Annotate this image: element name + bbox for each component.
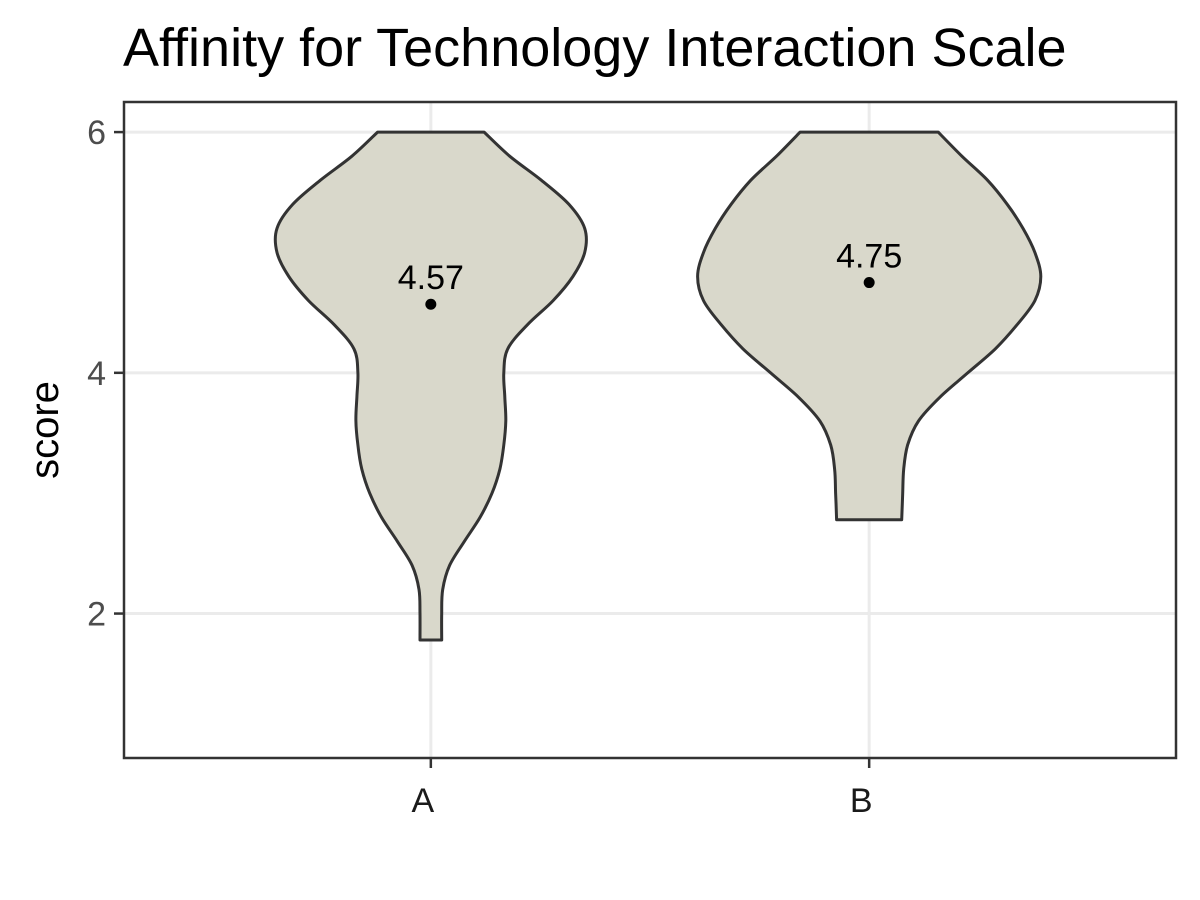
y-tick-label: 4 (87, 355, 106, 393)
y-axis-label: score (23, 381, 67, 479)
violins (273, 130, 1043, 642)
mean-point-b (863, 277, 875, 289)
chart-title: Affinity for Technology Interaction Scal… (123, 18, 1067, 78)
mean-label-a: 4.57 (398, 259, 464, 297)
x-tick-label: A (411, 782, 434, 820)
mean-label-b: 4.75 (836, 238, 902, 276)
mean-point-a (425, 298, 437, 310)
violin-a (273, 130, 588, 642)
mean-markers: 4.57 4.75 (398, 238, 902, 310)
y-tick-label: 2 (87, 596, 106, 634)
axes: 2 4 6 A B (87, 114, 872, 820)
x-tick-label: B (850, 782, 873, 820)
panel-border (122, 100, 1178, 760)
violin-b (696, 130, 1043, 522)
y-tick-label: 6 (87, 114, 106, 152)
